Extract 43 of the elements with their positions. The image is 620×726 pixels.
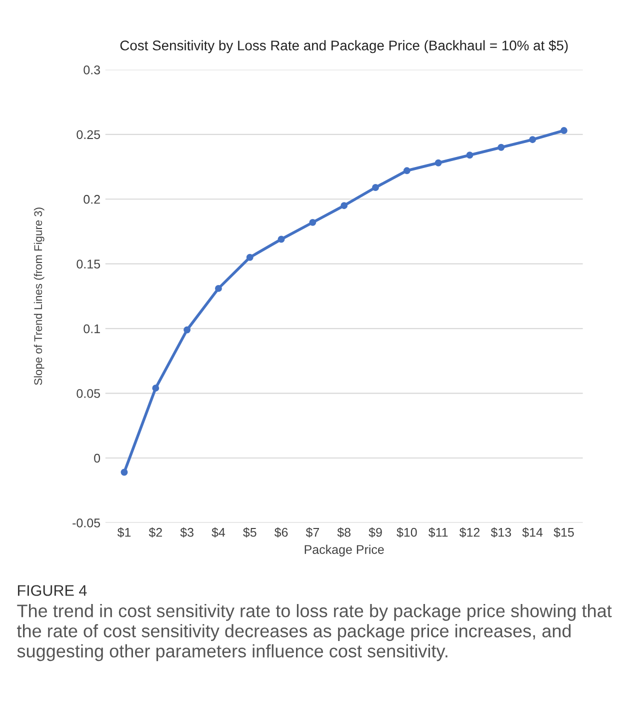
x-tick-label: $15	[554, 527, 574, 538]
y-tick-label: 0.3	[84, 65, 100, 74]
y-tick-label: 0.25	[76, 130, 100, 140]
point	[309, 218, 316, 226]
y-tick-label: 0.15	[76, 260, 100, 268]
point	[184, 326, 191, 334]
point	[372, 184, 379, 191]
point	[529, 136, 536, 144]
point	[152, 384, 160, 392]
y-axis-title: Slope of Trend Lines (from Figure 3)	[34, 208, 44, 385]
x-tick-label: $9	[368, 527, 382, 538]
x-tick-label: $3	[180, 527, 194, 538]
point	[278, 236, 285, 243]
x-tick-label: $5	[243, 527, 256, 538]
point	[340, 202, 348, 210]
x-tick-label: $4	[212, 527, 226, 538]
point	[466, 152, 474, 159]
x-tick-label: $10	[396, 527, 417, 538]
x-tick-label: $6	[274, 527, 288, 538]
caption: FIGURE 4	[18, 585, 87, 596]
point	[246, 254, 254, 261]
x-tick-label: $1	[117, 527, 131, 538]
text: The trend in cost sensitivity rate to loss rate by package price showing that the rate of cost sensitivity decreases as package price increases, and suggesting other parameters influence cost sensitivity.	[17, 604, 612, 662]
point	[214, 284, 222, 292]
x-tick-label: $7	[306, 527, 320, 538]
point	[498, 144, 505, 151]
y-tick-label: 0	[94, 454, 100, 463]
x-tick-label: $13	[490, 527, 512, 538]
x-tick-label: $8	[337, 527, 351, 538]
y-tick-label: 0.1	[84, 324, 100, 334]
point	[434, 159, 442, 166]
point	[560, 127, 568, 134]
y-tick-label: 0.2	[84, 194, 100, 204]
point	[120, 468, 128, 476]
x-tick-label: $11	[428, 527, 448, 538]
x-tick-label: $14	[522, 527, 543, 538]
x-tick-label: $2	[148, 527, 162, 538]
x-tick-label: $12	[459, 527, 480, 538]
y-tick-label: 0.05	[76, 389, 100, 398]
chart-title: Cost Sensitivity by Loss Rate and Package Price (Backhaul = 10% at $5)	[120, 40, 568, 54]
x-axis-title: Package Price	[304, 544, 384, 556]
y-tick-label: -0.05	[72, 518, 100, 528]
point	[403, 167, 410, 174]
